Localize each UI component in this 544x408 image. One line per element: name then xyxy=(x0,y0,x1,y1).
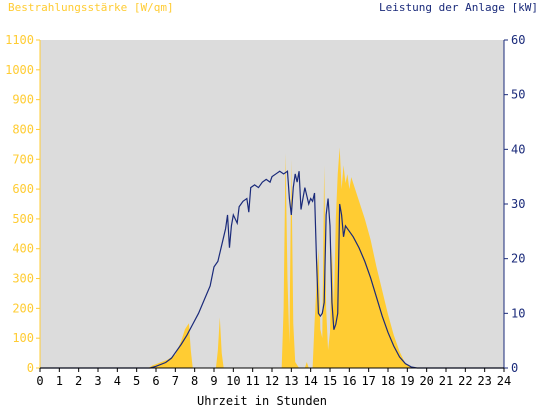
y-left-tick-label: 400 xyxy=(12,242,34,256)
x-tick-label: 12 xyxy=(265,374,279,388)
y-left-tick-label: 300 xyxy=(12,272,34,286)
x-tick-label: 17 xyxy=(361,374,375,388)
x-tick-label: 8 xyxy=(191,374,198,388)
x-tick-label: 11 xyxy=(245,374,259,388)
x-tick-label: 6 xyxy=(152,374,159,388)
x-tick-label: 20 xyxy=(419,374,433,388)
y-right-tick-label: 0 xyxy=(511,361,518,375)
x-tick-label: 15 xyxy=(323,374,337,388)
y-left-tick-label: 200 xyxy=(12,301,34,315)
y-left-tick-label: 600 xyxy=(12,182,34,196)
y-right-tick-label: 30 xyxy=(511,197,525,211)
x-tick-label: 5 xyxy=(133,374,140,388)
x-tick-label: 4 xyxy=(114,374,121,388)
y-left-tick-label: 800 xyxy=(12,122,34,136)
y-right-tick-label: 40 xyxy=(511,142,525,156)
x-tick-label: 0 xyxy=(36,374,43,388)
power-line xyxy=(40,170,504,369)
x-tick-label: 19 xyxy=(400,374,414,388)
x-tick-label: 1 xyxy=(56,374,63,388)
y-left-tick-label: 0 xyxy=(27,361,34,375)
x-tick-label: 9 xyxy=(210,374,217,388)
y-left-tick-label: 1000 xyxy=(5,63,34,77)
right-axis-title: Leistung der Anlage [kW] xyxy=(379,1,538,14)
x-tick-label: 16 xyxy=(342,374,356,388)
x-tick-label: 21 xyxy=(439,374,453,388)
plot-area xyxy=(40,40,504,368)
y-left-tick-label: 700 xyxy=(12,152,34,166)
x-tick-label: 13 xyxy=(284,374,298,388)
y-left-tick-label: 500 xyxy=(12,212,34,226)
y-right-tick-label: 60 xyxy=(511,33,525,47)
x-tick-label: 23 xyxy=(477,374,491,388)
x-tick-label: 3 xyxy=(94,374,101,388)
y-left-tick-label: 1100 xyxy=(5,33,34,47)
x-tick-label: 18 xyxy=(381,374,395,388)
x-tick-label: 7 xyxy=(172,374,179,388)
x-tick-label: 24 xyxy=(497,374,511,388)
y-left-tick-label: 900 xyxy=(12,93,34,107)
y-right-tick-label: 50 xyxy=(511,88,525,102)
x-tick-label: 22 xyxy=(458,374,472,388)
x-tick-label: 10 xyxy=(226,374,240,388)
y-right-tick-label: 10 xyxy=(511,306,525,320)
y-right-tick-label: 20 xyxy=(511,252,525,266)
series-layer xyxy=(40,147,504,369)
x-tick-label: 2 xyxy=(75,374,82,388)
left-axis-title: Bestrahlungsstärke [W/qm] xyxy=(8,1,174,14)
x-tick-label: 14 xyxy=(303,374,317,388)
y-left-tick-label: 100 xyxy=(12,331,34,345)
x-axis-title: Uhrzeit in Stunden xyxy=(197,394,327,408)
axes-layer: 0100200300400500600700800900100011000102… xyxy=(5,33,525,388)
